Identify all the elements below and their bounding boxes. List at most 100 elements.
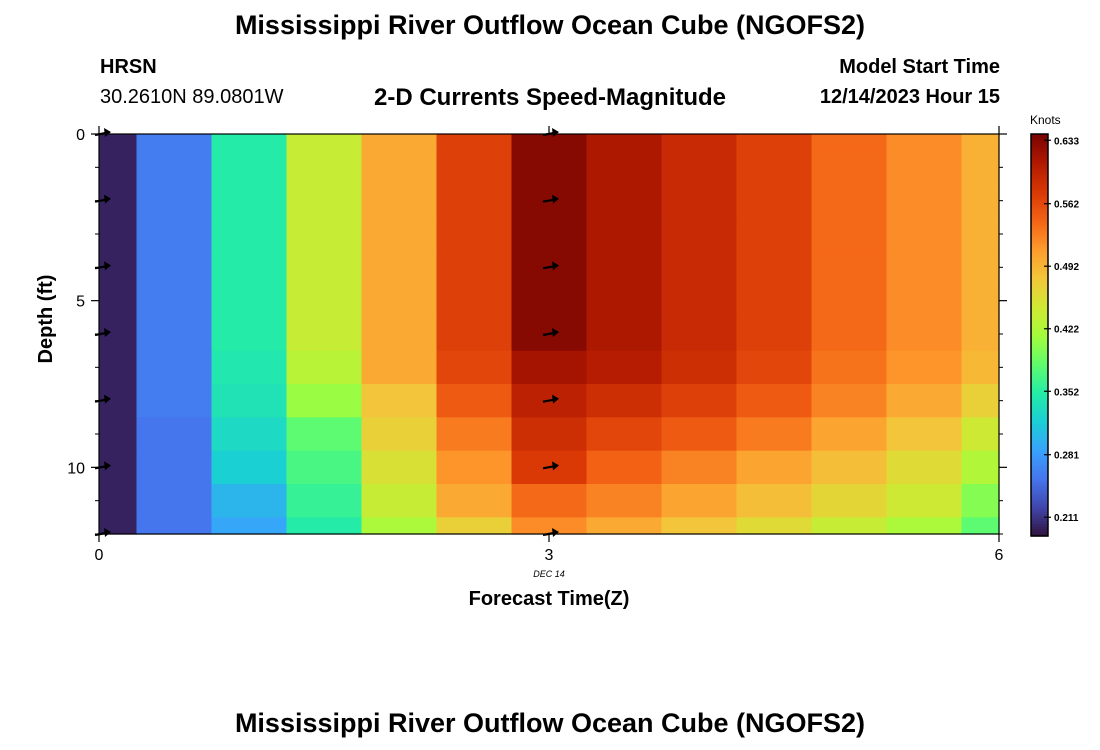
- colorbar-segment: [1031, 201, 1048, 205]
- colorbar-segment: [1031, 141, 1048, 145]
- colorbar-segment: [1031, 264, 1048, 268]
- heatmap-cell: [586, 517, 663, 535]
- heatmap-cell: [361, 517, 438, 535]
- heatmap-cell: [586, 134, 663, 152]
- heatmap-cell: [136, 317, 213, 352]
- heatmap-cell: [361, 384, 438, 418]
- colorbar-segment: [1031, 440, 1048, 444]
- colorbar-segment: [1031, 453, 1048, 457]
- colorbar-tick-label: 0.352: [1054, 387, 1079, 398]
- colorbar-segment: [1031, 297, 1048, 301]
- x-date-sublabel: DEC 14: [533, 569, 565, 579]
- heatmap-cell: [961, 284, 1000, 318]
- colorbar-segment: [1031, 156, 1048, 160]
- heatmap-cell: [586, 250, 663, 285]
- colorbar-segment: [1031, 257, 1048, 261]
- colorbar-segment: [1031, 337, 1048, 341]
- heatmap-cell: [99, 217, 138, 252]
- heatmap-cell: [811, 317, 888, 352]
- colorbar-segment: [1031, 274, 1048, 278]
- heatmap-cell: [811, 417, 888, 452]
- model-start-label: Model Start Time: [839, 56, 1000, 78]
- colorbar-segment: [1031, 340, 1048, 344]
- current-vector-arrow: [94, 194, 111, 204]
- colorbar-segment: [1031, 287, 1048, 291]
- heatmap-cell: [661, 450, 738, 485]
- current-vector-arrow: [94, 261, 111, 271]
- colorbar-segment: [1031, 244, 1048, 248]
- heatmap-cell: [811, 217, 888, 252]
- heatmap-cell: [661, 217, 738, 252]
- heatmap-cell: [511, 417, 588, 452]
- colorbar-segment: [1031, 259, 1048, 263]
- colorbar-segment: [1031, 164, 1048, 168]
- colorbar-segment: [1031, 460, 1048, 464]
- heatmap-cell: [436, 284, 513, 318]
- heatmap-cell: [886, 484, 963, 518]
- heatmap-cell: [136, 484, 213, 518]
- heatmap-cell: [436, 217, 513, 252]
- heatmap-cell: [661, 384, 738, 418]
- colorbar-segment: [1031, 525, 1048, 530]
- heatmap-cell: [736, 184, 813, 218]
- heatmap-cell: [286, 317, 363, 352]
- colorbar-segment: [1031, 438, 1048, 442]
- colorbar-segment: [1031, 533, 1048, 537]
- colorbar-segment: [1031, 292, 1048, 296]
- heatmap-cell: [811, 150, 888, 185]
- heatmap-cell: [736, 217, 813, 252]
- colorbar-segment: [1031, 242, 1048, 246]
- heatmap-cell: [99, 417, 138, 452]
- heatmap-cell: [736, 284, 813, 318]
- colorbar-segment: [1031, 294, 1048, 298]
- colorbar-segment: [1031, 302, 1048, 306]
- current-vector-arrow: [542, 461, 559, 471]
- colorbar-segment: [1031, 226, 1048, 231]
- colorbar-segment: [1031, 392, 1048, 396]
- colorbar-segment: [1031, 314, 1048, 319]
- colorbar-tick-label: 0.211: [1054, 513, 1079, 524]
- heatmap-cell: [811, 450, 888, 485]
- colorbar-segment: [1031, 422, 1048, 427]
- colorbar-segment: [1031, 191, 1048, 195]
- colorbar-segment: [1031, 445, 1048, 449]
- heatmap-cell: [586, 484, 663, 518]
- heatmap-cell: [736, 417, 813, 452]
- colorbar-segment: [1031, 375, 1048, 379]
- heatmap-cell: [736, 317, 813, 352]
- heatmap-cell: [436, 350, 513, 385]
- heatmap-cell: [961, 484, 1000, 518]
- heatmap-cell: [661, 250, 738, 285]
- colorbar-segment: [1031, 216, 1048, 221]
- heatmap-cell: [736, 484, 813, 518]
- heatmap-cell: [361, 184, 438, 218]
- colorbar-segment: [1031, 395, 1048, 399]
- colorbar-segment: [1031, 224, 1048, 228]
- heatmap-cell: [436, 384, 513, 418]
- heatmap-cell: [99, 517, 138, 535]
- colorbar-segment: [1031, 352, 1048, 356]
- heatmap-cell: [211, 184, 288, 218]
- heatmap-cell: [511, 284, 588, 318]
- colorbar-segment: [1031, 483, 1048, 487]
- colorbar-segment: [1031, 247, 1048, 251]
- heatmap-cell: [811, 384, 888, 418]
- colorbar-segment: [1031, 322, 1048, 326]
- colorbar-segment: [1031, 174, 1048, 178]
- heatmap-cell: [361, 217, 438, 252]
- colorbar-segment: [1031, 272, 1048, 276]
- speed-heatmap-chart: 0 5 10 0 3 6 0.633 0.562 0.492 0.422 0.352 0.281 0.…: [35, 113, 1079, 610]
- colorbar-segment: [1031, 405, 1048, 409]
- current-vector-arrow: [94, 394, 111, 404]
- colorbar-segment: [1031, 382, 1048, 386]
- heatmap-cell: [961, 417, 1000, 452]
- colorbar-tick-label: 0.422: [1054, 325, 1079, 336]
- colorbar-segment: [1031, 279, 1048, 283]
- heatmap-cell: [961, 350, 1000, 385]
- heatmap-cell: [286, 350, 363, 385]
- colorbar-segment: [1031, 249, 1048, 253]
- station-label: HRSN: [100, 56, 157, 78]
- colorbar-segment: [1031, 307, 1048, 311]
- colorbar-segment: [1031, 367, 1048, 371]
- heatmap-cell: [886, 150, 963, 185]
